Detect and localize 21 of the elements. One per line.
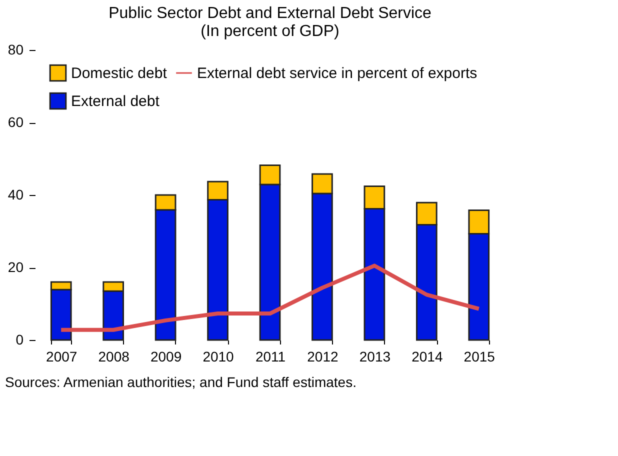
x-tick-label: 2014: [412, 348, 443, 364]
x-tick-label: 2009: [150, 348, 182, 364]
x-tick-label: 2012: [307, 348, 339, 364]
x-tick-label: 2013: [359, 348, 391, 364]
y-tick-label: 0: [16, 332, 24, 348]
x-tick-label: 2007: [46, 348, 78, 364]
y-tick-label: 40: [8, 186, 24, 202]
source-note: Sources: Armenian authorities; and Fund staff estimates.: [5, 374, 356, 390]
line-series: [59, 264, 481, 332]
legend-label: External debt: [71, 93, 160, 110]
x-tick-label: 2015: [464, 348, 496, 364]
x-tick-label: 2008: [98, 348, 130, 364]
x-tick-label: 2011: [255, 348, 286, 364]
y-tick-label: 20: [8, 259, 24, 275]
y-tick-label: 80: [8, 42, 24, 58]
y-tick-label: 60: [8, 114, 24, 130]
text: (In percent of GDP): [200, 23, 340, 40]
legend-label: External debt service in percent of exports: [197, 65, 478, 82]
x-tick-label: 2010: [202, 348, 234, 364]
text: Public Sector Debt and External Debt Service: [108, 5, 432, 22]
legend-label: Domestic debt: [71, 65, 168, 82]
